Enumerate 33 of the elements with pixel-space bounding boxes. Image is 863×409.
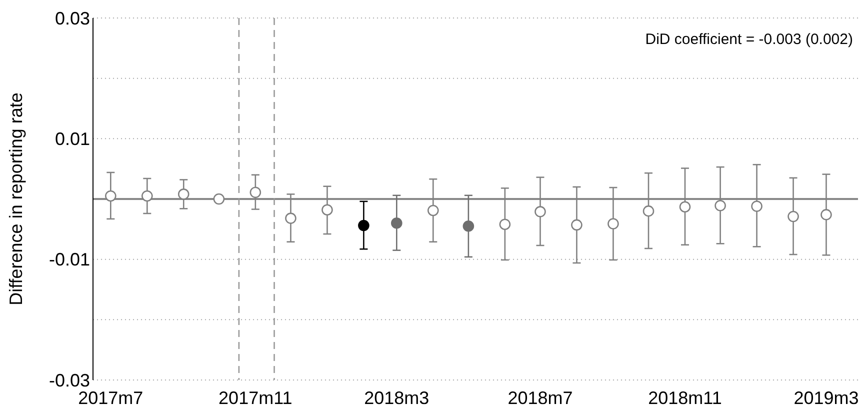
y-tick-label: 0.03 xyxy=(54,8,90,28)
point xyxy=(679,201,691,212)
x-tick-label: 2018m11 xyxy=(648,388,722,408)
point xyxy=(571,219,582,231)
x-tick-label: 2017m11 xyxy=(218,388,292,408)
annotation: DiD coefficient = -0.003 (0.002) xyxy=(645,31,853,48)
point xyxy=(322,204,333,216)
y-tick-label: -0.01 xyxy=(48,250,90,270)
y-tick-label: 0.01 xyxy=(54,128,90,149)
x-tick-label: 2018m7 xyxy=(508,388,573,408)
point xyxy=(358,220,370,232)
point xyxy=(105,190,116,202)
point xyxy=(462,220,474,232)
point xyxy=(427,204,439,216)
point xyxy=(390,217,402,229)
point xyxy=(714,200,726,212)
point xyxy=(213,193,225,205)
point xyxy=(499,218,511,230)
point xyxy=(534,206,546,218)
point xyxy=(285,212,296,224)
point xyxy=(178,188,190,200)
x-tick-label: 2019m3 xyxy=(794,388,859,408)
point xyxy=(608,218,619,230)
point xyxy=(141,190,153,202)
x-tick-label: 2017m7 xyxy=(78,388,144,408)
x-tick-label: 2018m3 xyxy=(364,388,430,408)
point xyxy=(820,209,832,220)
y-axis-title: Difference in reporting rate xyxy=(6,92,26,306)
point xyxy=(788,210,799,222)
point xyxy=(751,200,762,212)
y-tick-label: -0.03 xyxy=(48,370,90,390)
point xyxy=(642,205,654,217)
point xyxy=(250,186,262,198)
